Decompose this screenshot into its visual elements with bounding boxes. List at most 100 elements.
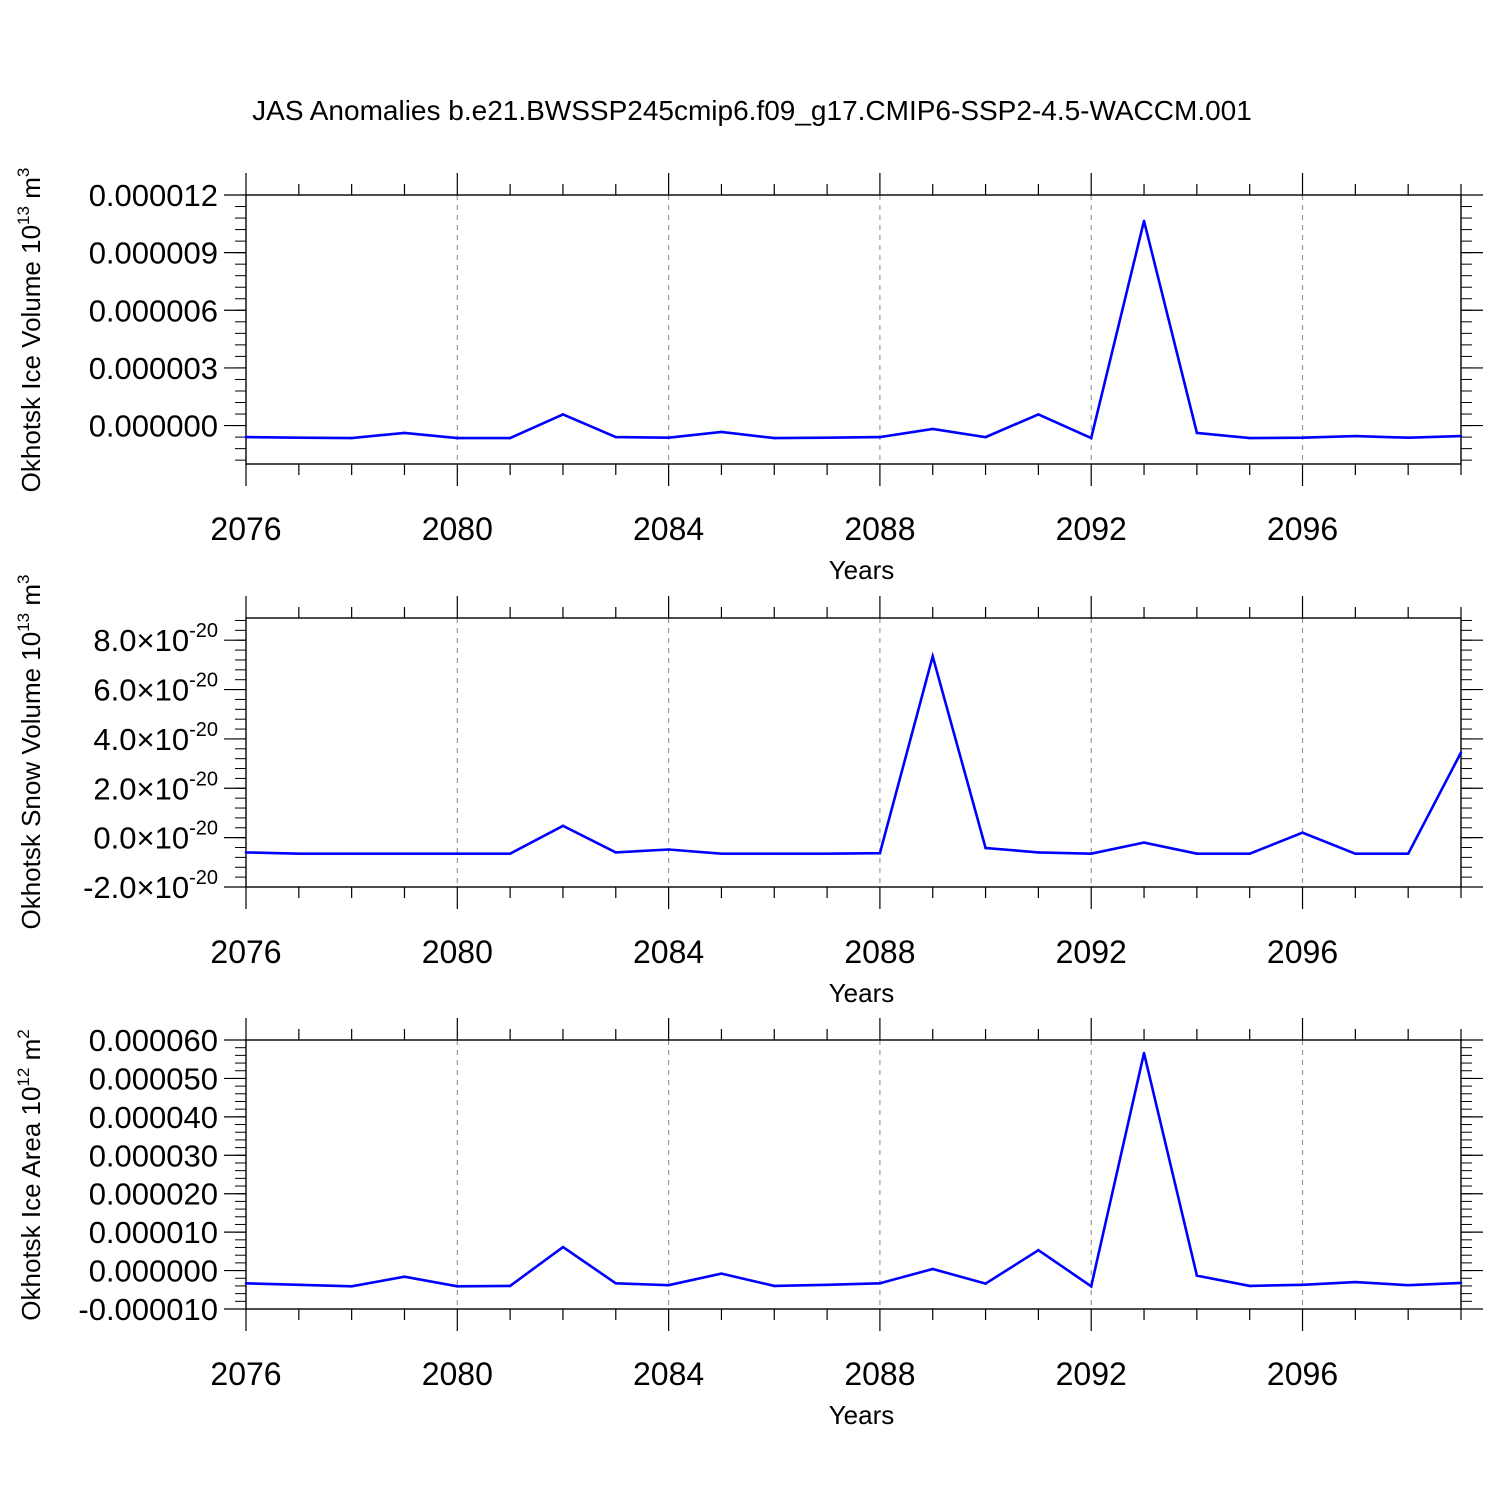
x-tick-label: 2080 xyxy=(422,934,493,970)
data-point xyxy=(1301,436,1304,439)
data-point xyxy=(403,1275,406,1279)
data-point xyxy=(878,435,882,439)
data-point xyxy=(825,436,829,439)
y-tick-mantissa: 4.0×10 xyxy=(93,722,189,757)
y-tick-mantissa: 0.000030 xyxy=(89,1138,218,1173)
data-point xyxy=(720,430,723,434)
data-point xyxy=(931,427,935,431)
x-tick-label: 2088 xyxy=(844,934,915,970)
plot-frame xyxy=(245,617,1462,888)
data-point xyxy=(667,1283,670,1287)
data-point xyxy=(1248,436,1251,440)
y-axis-label-exponent: 13 xyxy=(14,613,33,632)
data-point xyxy=(1142,1051,1146,1055)
y-tick-label: 0.000010 xyxy=(89,1215,218,1250)
data-point xyxy=(1142,841,1146,844)
y-tick-exponent: -20 xyxy=(189,670,218,692)
x-tick-label: 2088 xyxy=(844,511,915,547)
data-point xyxy=(1248,852,1251,855)
data-point xyxy=(456,436,459,440)
data-point xyxy=(350,1285,353,1288)
y-tick-label: -0.000010 xyxy=(78,1292,218,1327)
y-tick-mantissa: 0.000003 xyxy=(89,351,218,386)
x-tick-label: 2084 xyxy=(633,511,704,547)
plot-frame xyxy=(245,194,1462,465)
data-point xyxy=(720,1272,723,1275)
data-point xyxy=(244,1281,248,1285)
y-tick-mantissa: 0.0×10 xyxy=(93,821,189,856)
data-point xyxy=(772,1284,776,1288)
data-point xyxy=(350,852,353,855)
data-point xyxy=(244,851,248,854)
data-point xyxy=(1037,851,1040,854)
data-point xyxy=(561,1245,565,1249)
y-tick-label: 0.000000 xyxy=(89,1254,218,1289)
y-tick-label: 0.000003 xyxy=(89,351,218,386)
y-tick-label: 0.000012 xyxy=(89,178,218,213)
y-tick-mantissa: -2.0×10 xyxy=(83,870,189,905)
data-point xyxy=(667,848,670,851)
x-tick-label: 2076 xyxy=(210,934,281,970)
y-tick-mantissa: 0.000020 xyxy=(89,1177,218,1212)
data-point xyxy=(403,431,406,435)
data-point xyxy=(297,436,301,439)
x-tick-label: 2080 xyxy=(422,511,493,547)
series-line xyxy=(245,220,1462,440)
chart-panel-2: 2076 2080 2084 2088 2092 2096-2.0×10-200.0×10… xyxy=(14,575,1483,1008)
y-tick-mantissa: 0.000000 xyxy=(89,1254,218,1289)
data-point xyxy=(403,852,406,855)
data-point xyxy=(1089,436,1093,440)
data-point xyxy=(508,1284,512,1288)
y-tick-mantissa: 0.000050 xyxy=(89,1061,218,1096)
plot-frame xyxy=(245,1039,1462,1310)
y-tick-label: 0.000060 xyxy=(89,1023,218,1058)
y-tick-mantissa: 0.000000 xyxy=(89,409,218,444)
data-point xyxy=(1406,436,1410,439)
x-tick-label: 2096 xyxy=(1267,511,1338,547)
data-point xyxy=(1037,1248,1040,1252)
y-tick-mantissa: 0.000060 xyxy=(89,1023,218,1058)
data-point xyxy=(244,435,248,439)
data-point xyxy=(1195,852,1199,855)
data-point xyxy=(984,435,987,439)
y-axis-label-text: Okhotsk Snow Volume 10 xyxy=(16,632,46,930)
y-tick-label: 0.000030 xyxy=(89,1138,218,1173)
data-point xyxy=(825,1283,829,1287)
data-point xyxy=(1195,1274,1199,1277)
data-point xyxy=(614,1281,618,1285)
data-point xyxy=(350,436,353,440)
data-point xyxy=(614,851,618,854)
data-point xyxy=(1354,852,1357,855)
data-point xyxy=(984,1282,987,1285)
data-point xyxy=(1406,1283,1410,1287)
y-tick-label: 8.0×10-20 xyxy=(93,620,218,658)
y-tick-label: 0.000000 xyxy=(89,409,218,444)
y-axis-label-unit-exponent: 2 xyxy=(14,1029,33,1038)
x-tick-label: 2088 xyxy=(844,1356,915,1392)
data-point xyxy=(772,436,776,440)
x-tick-label: 2080 xyxy=(422,1356,493,1392)
y-tick-label: 6.0×10-20 xyxy=(93,670,218,708)
x-axis-label: Years xyxy=(829,555,895,585)
y-tick-exponent: -20 xyxy=(189,818,218,840)
y-axis-label: Okhotsk Ice Area 1012 m2 xyxy=(14,1029,46,1320)
data-point xyxy=(1037,413,1040,416)
y-axis-label-unit: m xyxy=(16,1039,46,1068)
y-tick-exponent: -20 xyxy=(189,620,218,642)
data-point xyxy=(1089,1285,1093,1288)
data-point xyxy=(1459,1281,1463,1285)
x-axis-label: Years xyxy=(829,978,895,1008)
data-point xyxy=(1142,219,1146,223)
x-tick-label: 2092 xyxy=(1056,1356,1127,1392)
x-tick-label: 2076 xyxy=(210,511,281,547)
data-point xyxy=(878,851,882,855)
y-tick-exponent: -20 xyxy=(189,719,218,741)
y-axis-label-unit: m xyxy=(16,584,46,613)
data-point xyxy=(508,436,512,440)
y-tick-label: 0.000006 xyxy=(89,293,218,328)
x-tick-label: 2096 xyxy=(1267,934,1338,970)
data-point xyxy=(1354,1280,1357,1284)
y-tick-mantissa: 0.000012 xyxy=(89,178,218,213)
x-tick-label: 2096 xyxy=(1267,1356,1338,1392)
